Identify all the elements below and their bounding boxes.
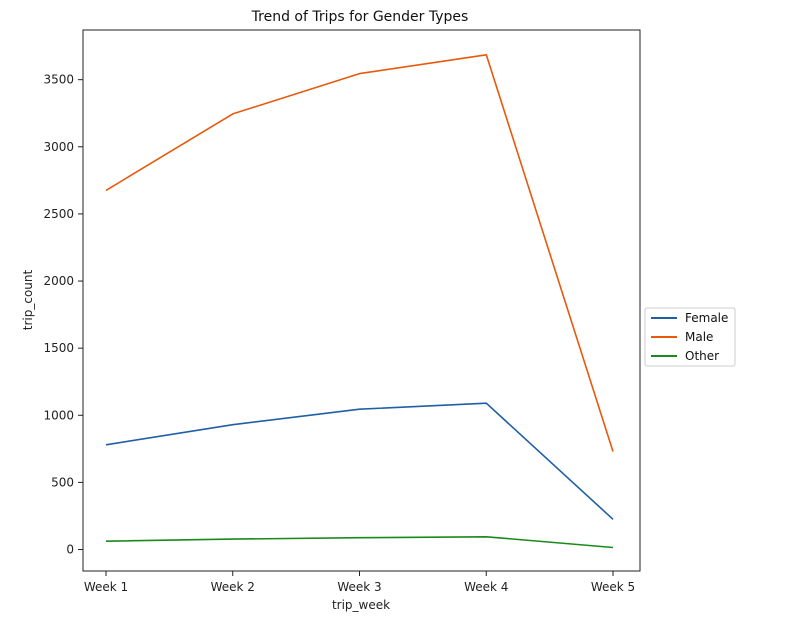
legend-box bbox=[644, 307, 736, 367]
x-tick-label: Week 3 bbox=[337, 580, 381, 594]
x-tick-label: Week 4 bbox=[464, 580, 508, 594]
legend-label-male: Male bbox=[685, 330, 713, 344]
y-tick-label: 500 bbox=[51, 475, 74, 489]
y-tick-label: 3000 bbox=[43, 140, 74, 154]
series-lines bbox=[105, 53, 614, 549]
y-tick-label: 1500 bbox=[43, 341, 74, 355]
y-tick-label: 0 bbox=[66, 543, 74, 557]
plot-area bbox=[82, 29, 641, 572]
y-axis: 0 500 1000 1500 2000 2500 3000 3500 bbox=[43, 73, 83, 557]
series-line-other bbox=[105, 535, 614, 549]
legend: Female Male Other bbox=[644, 307, 736, 367]
y-tick-label: 3500 bbox=[43, 73, 74, 87]
legend-label-female: Female bbox=[685, 311, 728, 325]
x-axis: Week 1 Week 2 Week 3 Week 4 Week 5 bbox=[84, 571, 635, 594]
y-tick-label: 2000 bbox=[43, 274, 74, 288]
chart-title: Trend of Trips for Gender Types bbox=[251, 9, 469, 25]
y-tick-label: 2500 bbox=[43, 207, 74, 221]
y-axis-label: trip_count bbox=[21, 269, 35, 330]
x-tick-label: Week 1 bbox=[84, 580, 128, 594]
x-tick-label: Week 5 bbox=[591, 580, 635, 594]
y-tick-label: 1000 bbox=[43, 408, 74, 422]
series-line-male bbox=[105, 53, 614, 452]
legend-label-other: Other bbox=[685, 349, 719, 363]
x-axis-label: trip_week bbox=[332, 598, 390, 612]
series-line-female bbox=[105, 402, 614, 520]
x-tick-label: Week 2 bbox=[211, 580, 255, 594]
